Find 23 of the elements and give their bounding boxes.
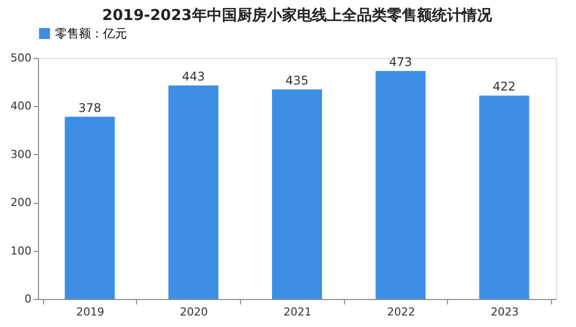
y-tick-label: 200 [10,196,32,210]
y-tick-label: 0 [24,292,32,306]
y-tick-label: 300 [10,148,32,161]
x-tick-label: 2021 [284,306,312,318]
bar [376,71,426,299]
chart-title: 2019-2023年中国厨房小家电线上全品类零售额统计情况 [102,6,493,24]
x-tick-label: 2020 [180,306,208,318]
x-tick-label: 2023 [490,306,519,318]
x-tick-label: 2022 [387,306,416,318]
bar [272,89,322,299]
data-label: 473 [389,55,412,70]
bar [64,116,115,299]
data-label: 443 [182,69,205,84]
data-label: 435 [286,73,308,88]
y-tick-label: 400 [10,100,32,113]
y-tick-label: 500 [10,52,32,64]
bar [168,85,218,299]
legend-label: 零售额：亿元 [55,26,127,40]
data-label: 422 [492,80,516,94]
x-tick-label: 2019 [76,306,104,318]
y-tick-label: 100 [10,244,32,258]
bar [479,96,530,299]
data-label: 378 [78,100,102,115]
